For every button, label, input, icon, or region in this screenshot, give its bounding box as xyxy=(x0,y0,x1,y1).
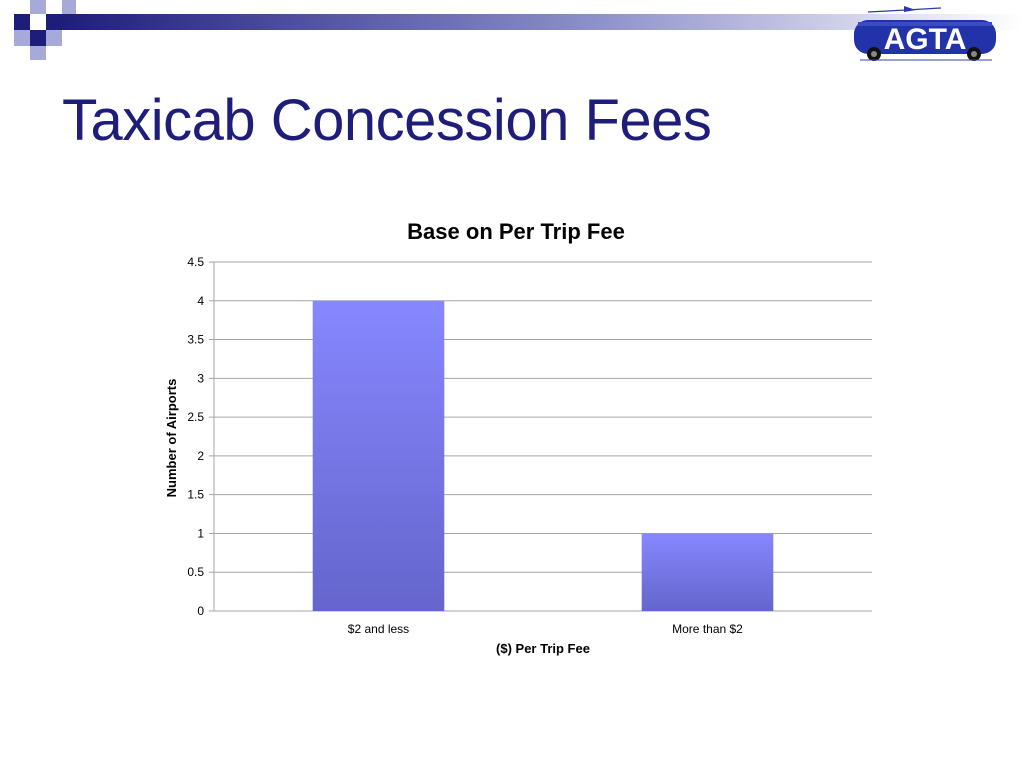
logo-text: AGTA xyxy=(884,23,967,56)
chart-title: Base on Per Trip Fee xyxy=(407,219,625,244)
y-tick-label: 3.5 xyxy=(187,333,204,347)
y-tick-label: 1.5 xyxy=(187,488,204,502)
y-axis-label: Number of Airports xyxy=(164,379,179,498)
x-tick-label: More than $2 xyxy=(672,622,743,636)
y-tick-label: 2.5 xyxy=(187,410,204,424)
bar xyxy=(312,300,445,611)
header-decoration xyxy=(14,0,1022,60)
x-axis-label: ($) Per Trip Fee xyxy=(496,641,590,656)
x-axis-ticks: $2 and less More than $2 xyxy=(348,622,743,636)
slide-title: Taxicab Concession Fees xyxy=(62,88,712,153)
y-tick-label: 2 xyxy=(197,449,204,463)
agta-logo: AGTA xyxy=(854,6,996,61)
y-tick-label: 4.5 xyxy=(187,255,204,269)
y-tick-label: 1 xyxy=(197,526,204,540)
y-tick-label: 0 xyxy=(197,604,204,618)
y-tick-label: 4 xyxy=(197,294,204,308)
y-tick-label: 3 xyxy=(197,371,204,385)
bar-chart: Base on Per Trip Fee 0 0.5 1 1.5 2 2.5 3 3.5 4 4.… xyxy=(164,219,872,656)
y-axis-ticks: 0 0.5 1 1.5 2 2.5 3 3.5 4 4.5 xyxy=(187,255,204,618)
y-tick-label: 0.5 xyxy=(187,565,204,579)
bars xyxy=(312,300,774,611)
x-tick-label: $2 and less xyxy=(348,622,409,636)
bar xyxy=(641,533,774,611)
